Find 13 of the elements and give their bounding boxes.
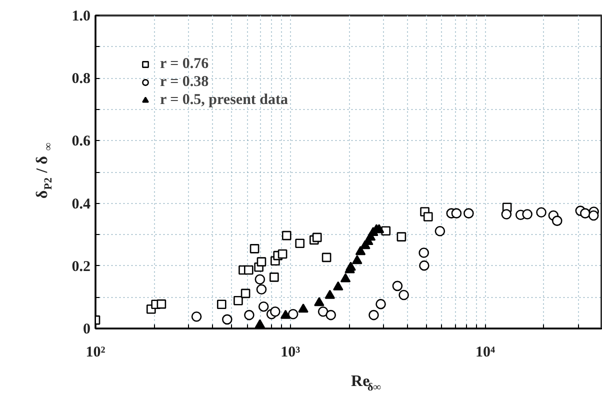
legend-label: r = 0.38 xyxy=(160,73,209,91)
y-tick-label: 0.8 xyxy=(72,71,90,88)
legend-label: r = 0.76 xyxy=(160,55,209,73)
x-tick-label: 10³ xyxy=(280,344,301,360)
y-tick-label: 0 xyxy=(83,322,90,338)
x-tick-label: 10² xyxy=(86,344,106,360)
x-tick-label: 10⁴ xyxy=(475,344,496,360)
y-tick-label: 1.0 xyxy=(72,8,90,24)
y-tick-label: 0.2 xyxy=(72,258,90,275)
y-axis-title: δP2 / δ∞ xyxy=(34,142,54,199)
y-tick-label: 0.4 xyxy=(72,196,91,212)
legend-label: r = 0.5, present data xyxy=(160,91,288,109)
y-tick-label: 0.6 xyxy=(72,134,91,150)
